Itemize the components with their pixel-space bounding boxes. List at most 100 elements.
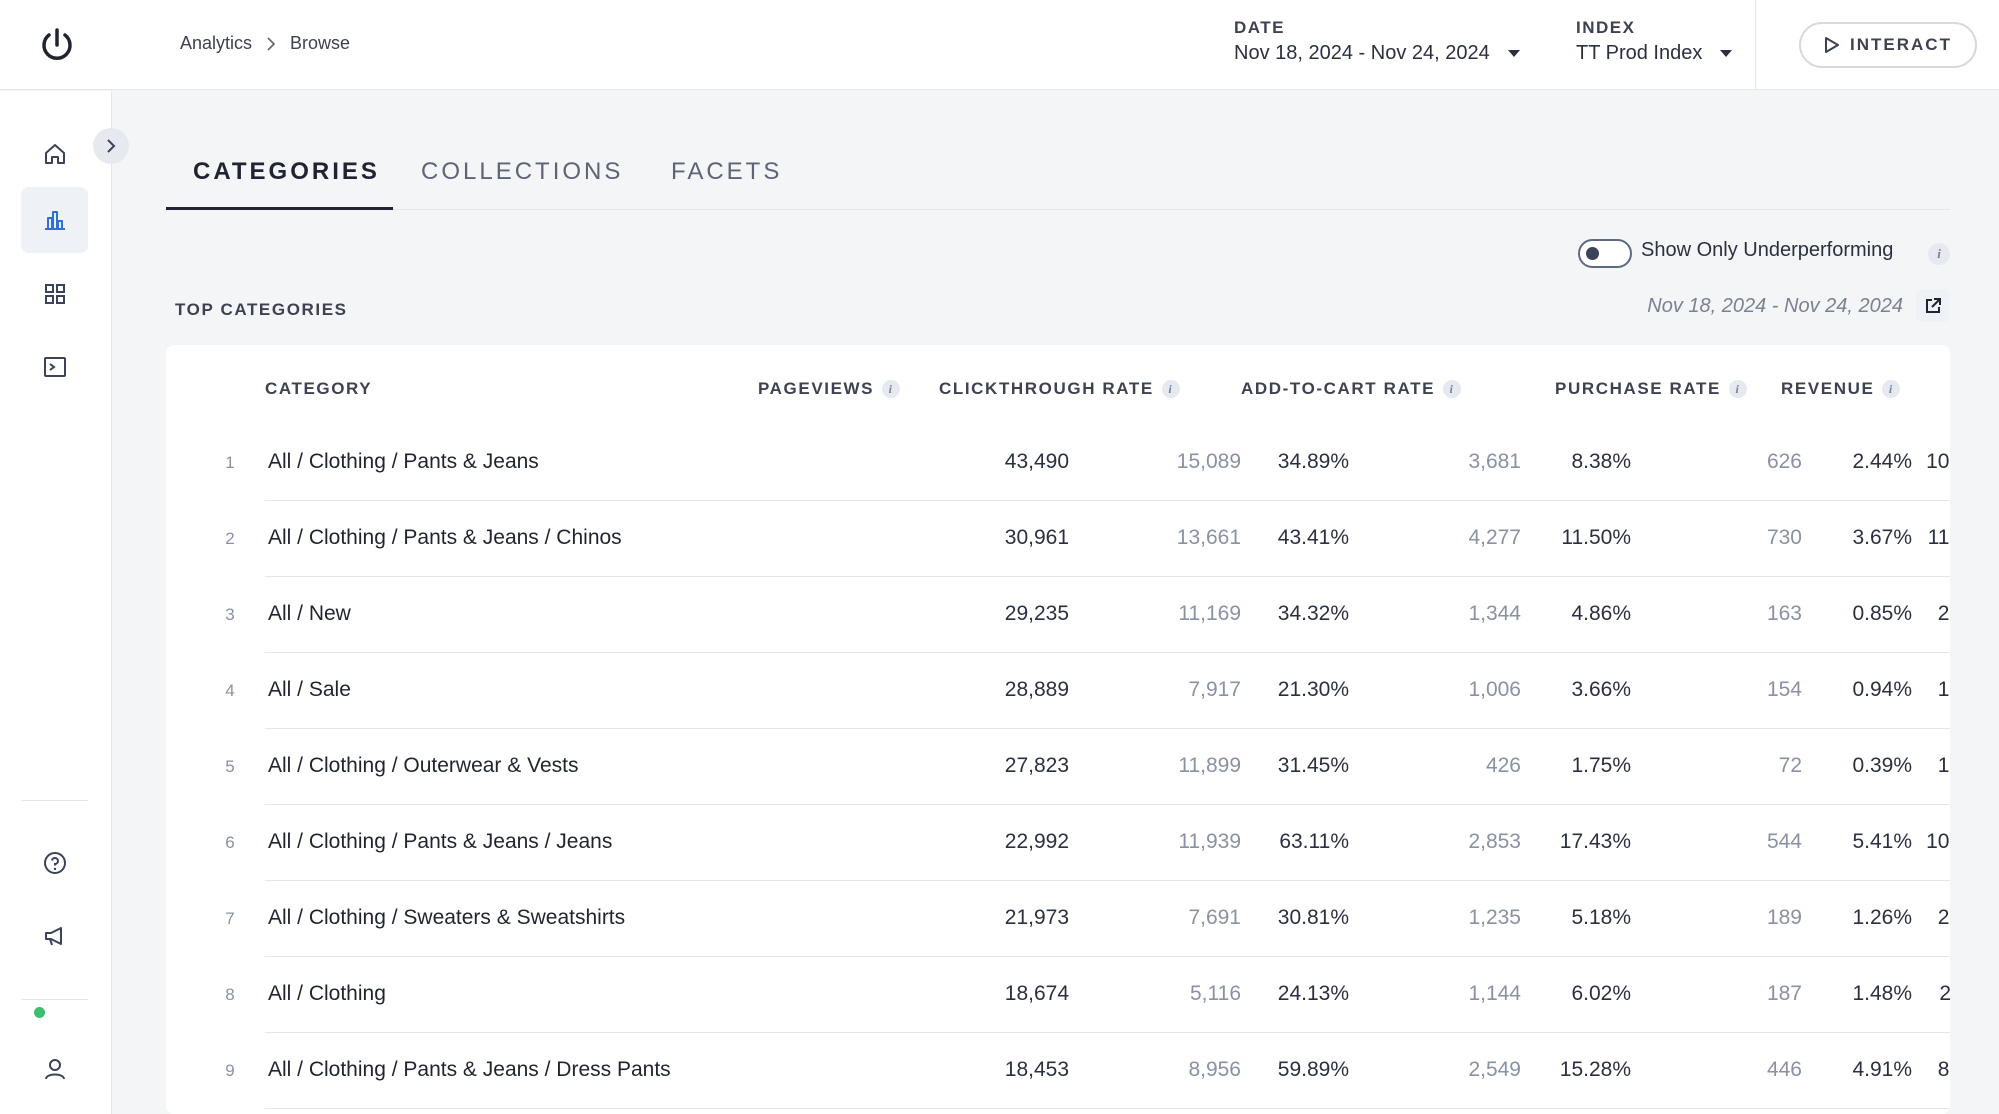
row-category[interactable]: All / New xyxy=(268,602,351,625)
caret-down-icon xyxy=(1720,50,1733,57)
row-clickthrough-rate: 34.32% xyxy=(1277,602,1349,625)
table-row[interactable]: 8 All / Clothing 18,674 5,116 24.13% 1,1… xyxy=(166,957,1950,1033)
info-icon[interactable]: i xyxy=(1161,380,1180,398)
column-header-category[interactable]: CATEGORY xyxy=(265,379,373,398)
row-clicks: 7,691 xyxy=(1188,906,1241,929)
row-category[interactable]: All / Clothing / Outerwear & Vests xyxy=(268,754,579,777)
row-category[interactable]: All / Clothing / Pants & Jeans / Jeans xyxy=(268,830,613,853)
row-category[interactable]: All / Clothing / Pants & Jeans xyxy=(268,450,539,473)
row-purchases: 730 xyxy=(1766,526,1802,549)
sidebar-item-help[interactable] xyxy=(21,830,88,896)
row-purchases: 154 xyxy=(1766,678,1802,701)
underperforming-toggle-label: Show Only Underperforming xyxy=(1641,239,1894,261)
tab-facets[interactable]: FACETS xyxy=(671,158,783,185)
row-rank: 1 xyxy=(225,453,235,472)
chevron-right-icon xyxy=(107,139,116,153)
table-row[interactable]: 3 All / New 29,235 11,169 34.32% 1,344 4… xyxy=(166,577,1950,653)
row-purchases: 163 xyxy=(1766,602,1802,625)
sidebar-item-console[interactable] xyxy=(21,334,88,400)
row-divider xyxy=(265,1108,1950,1109)
row-add-to-carts: 2,853 xyxy=(1468,830,1521,853)
power-logo-icon[interactable] xyxy=(38,25,76,63)
column-header-revenue[interactable]: REVENUE i xyxy=(1781,379,1901,399)
info-icon[interactable]: i xyxy=(1443,380,1462,398)
toggle-knob xyxy=(1586,247,1599,260)
table-row[interactable]: 4 All / Sale 28,889 7,917 21.30% 1,006 3… xyxy=(166,653,1950,729)
row-revenue: 107,902 xyxy=(1926,450,1950,473)
user-icon xyxy=(44,1059,65,1080)
table-row[interactable]: 5 All / Clothing / Outerwear & Vests 27,… xyxy=(166,729,1950,805)
row-rank: 9 xyxy=(225,1061,235,1080)
row-category[interactable]: All / Sale xyxy=(268,678,351,701)
section-title: TOP CATEGORIES xyxy=(175,300,348,319)
column-header-add-to-cart-rate[interactable]: ADD-TO-CART RATE i xyxy=(1241,379,1462,399)
row-add-to-cart-rate: 5.18% xyxy=(1571,906,1631,929)
breadcrumb-analytics[interactable]: Analytics xyxy=(180,33,253,53)
row-pageviews: 29,235 xyxy=(1004,602,1069,625)
row-purchases: 189 xyxy=(1766,906,1802,929)
date-filter[interactable]: DATE Nov 18, 2024 - Nov 24, 2024 xyxy=(1234,18,1520,65)
tab-categories[interactable]: CATEGORIES xyxy=(193,158,380,185)
row-pageviews: 18,674 xyxy=(1004,982,1069,1005)
table-row[interactable]: 9 All / Clothing / Pants & Jeans / Dress… xyxy=(166,1033,1950,1109)
export-button[interactable] xyxy=(1916,289,1949,322)
row-add-to-cart-rate: 15.28% xyxy=(1559,1058,1631,1081)
row-clicks: 8,956 xyxy=(1188,1058,1241,1081)
row-divider xyxy=(265,652,1950,653)
row-divider xyxy=(265,500,1950,501)
row-revenue: 28,626 xyxy=(1937,906,1950,929)
row-add-to-cart-rate: 17.43% xyxy=(1559,830,1631,853)
table-header: CATEGORY PAGEVIEWS i CLICKTHROUGH RATE i A… xyxy=(166,345,1950,425)
sidebar-expand-button[interactable] xyxy=(93,128,129,164)
column-header-purchase-rate[interactable]: PURCHASE RATE i xyxy=(1555,379,1747,399)
index-filter[interactable]: INDEX TT Prod Index xyxy=(1576,18,1733,65)
row-add-to-carts: 1,144 xyxy=(1468,982,1521,1005)
table-row[interactable]: 1 All / Clothing / Pants & Jeans 43,490 … xyxy=(166,425,1950,501)
row-rank: 2 xyxy=(225,529,235,548)
row-clickthrough-rate: 24.13% xyxy=(1277,982,1349,1005)
row-category[interactable]: All / Clothing / Pants & Jeans / Dress P… xyxy=(268,1058,671,1081)
row-revenue: 102,665 xyxy=(1926,830,1950,853)
sidebar-item-analytics[interactable] xyxy=(21,187,88,253)
header-divider xyxy=(1755,0,1756,90)
external-link-icon xyxy=(1925,297,1941,313)
row-clicks: 7,917 xyxy=(1188,678,1241,701)
sidebar-item-dashboard[interactable] xyxy=(21,261,88,327)
row-add-to-cart-rate: 8.38% xyxy=(1571,450,1631,473)
date-filter-label: DATE xyxy=(1234,18,1286,37)
info-icon[interactable]: i xyxy=(1728,380,1747,398)
table-row[interactable]: 6 All / Clothing / Pants & Jeans / Jeans… xyxy=(166,805,1950,881)
column-header-pageviews[interactable]: PAGEVIEWS i xyxy=(758,379,901,399)
row-clickthrough-rate: 59.89% xyxy=(1277,1058,1349,1081)
caret-down-icon xyxy=(1507,50,1520,57)
megaphone-icon xyxy=(44,927,62,946)
info-icon[interactable]: i xyxy=(1882,380,1901,398)
play-icon xyxy=(1825,37,1840,53)
row-clicks: 11,899 xyxy=(1178,754,1241,777)
row-clickthrough-rate: 34.89% xyxy=(1277,450,1349,473)
sidebar-item-home[interactable] xyxy=(21,121,88,187)
grid-icon xyxy=(44,284,65,304)
sidebar-item-account[interactable] xyxy=(21,1036,88,1102)
tab-bar: CATEGORIES COLLECTIONS FACETS xyxy=(166,150,1950,210)
sidebar xyxy=(0,91,112,1114)
row-rank: 8 xyxy=(225,985,235,1004)
info-icon[interactable]: i xyxy=(1928,243,1950,265)
underperforming-toggle[interactable] xyxy=(1578,239,1632,268)
row-category[interactable]: All / Clothing / Sweaters & Sweatshirts xyxy=(268,906,626,929)
row-pageviews: 30,961 xyxy=(1004,526,1069,549)
interact-button[interactable]: INTERACT xyxy=(1799,22,1977,68)
top-bar: Analytics Browse DATE Nov 18, 2024 - Nov… xyxy=(0,0,1999,90)
row-purchases: 626 xyxy=(1766,450,1802,473)
tab-collections[interactable]: COLLECTIONS xyxy=(421,158,624,185)
info-icon[interactable]: i xyxy=(882,380,901,398)
table-row[interactable]: 2 All / Clothing / Pants & Jeans / Chino… xyxy=(166,501,1950,577)
row-category[interactable]: All / Clothing / Pants & Jeans / Chinos xyxy=(268,526,622,549)
row-purchase-rate: 3.67% xyxy=(1852,526,1912,549)
row-clickthrough-rate: 31.45% xyxy=(1277,754,1349,777)
table-row[interactable]: 7 All / Clothing / Sweaters & Sweatshirt… xyxy=(166,881,1950,957)
row-category[interactable]: All / Clothing xyxy=(268,982,386,1005)
column-header-clickthrough-rate[interactable]: CLICKTHROUGH RATE i xyxy=(939,379,1180,399)
sidebar-item-announcements[interactable] xyxy=(21,903,88,969)
row-clickthrough-rate: 63.11% xyxy=(1279,830,1349,853)
